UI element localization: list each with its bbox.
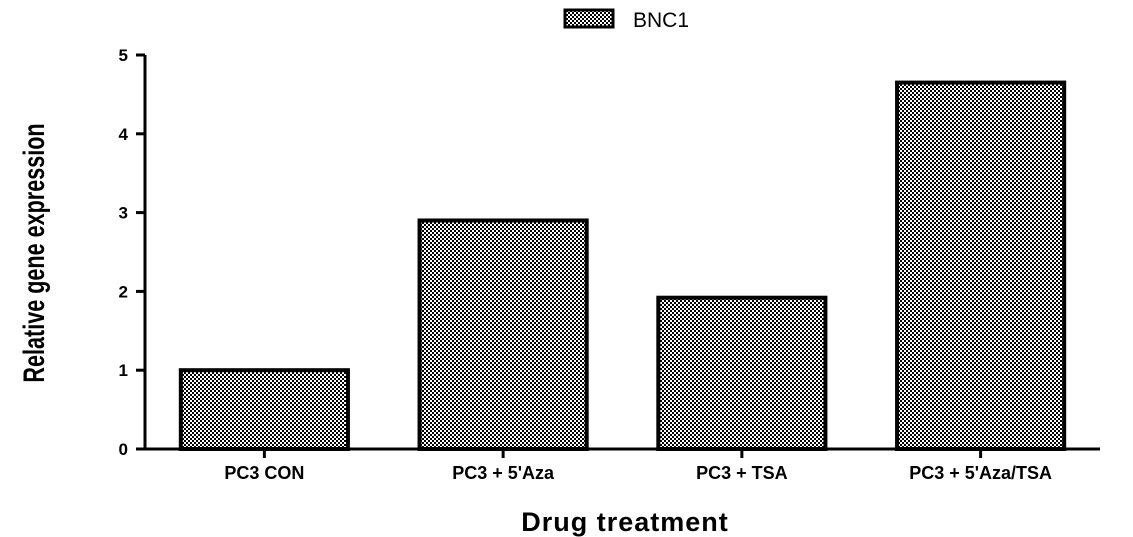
bar: [656, 295, 828, 452]
y-axis-title: Relative gene expression: [16, 123, 50, 382]
bar: [895, 80, 1067, 452]
y-tick-label: 2: [119, 282, 128, 301]
x-axis: PC3 CON PC3 + 5'Aza PC3 + TSA PC3 + 5'Aza/T…: [145, 447, 1100, 483]
x-tick-label: PC3 + 5'Aza/TSA: [909, 463, 1052, 483]
y-tick-label: 1: [119, 361, 128, 380]
y-tick-label: 5: [119, 46, 128, 65]
y-tick-label: 0: [119, 440, 128, 459]
bar: [417, 218, 589, 451]
legend-label: BNC1: [633, 9, 689, 32]
x-tick-label: PC3 CON: [224, 463, 304, 483]
legend-swatch: [563, 8, 615, 29]
y-tick-label: 3: [119, 204, 128, 223]
x-ticks: PC3 CON PC3 + 5'Aza PC3 + TSA PC3 + 5'Aza/T…: [224, 449, 1052, 483]
x-tick-label: PC3 + TSA: [696, 463, 788, 483]
y-axis: 0 1 2 3 4 5: [119, 46, 147, 459]
legend: BNC1: [563, 8, 689, 32]
bar: [178, 368, 350, 452]
y-ticks: 0 1 2 3 4 5: [119, 46, 145, 459]
x-tick-label: PC3 + 5'Aza: [452, 463, 555, 483]
bars: [178, 80, 1067, 452]
y-tick-label: 4: [119, 125, 129, 144]
x-axis-title: Drug treatment: [521, 507, 729, 537]
